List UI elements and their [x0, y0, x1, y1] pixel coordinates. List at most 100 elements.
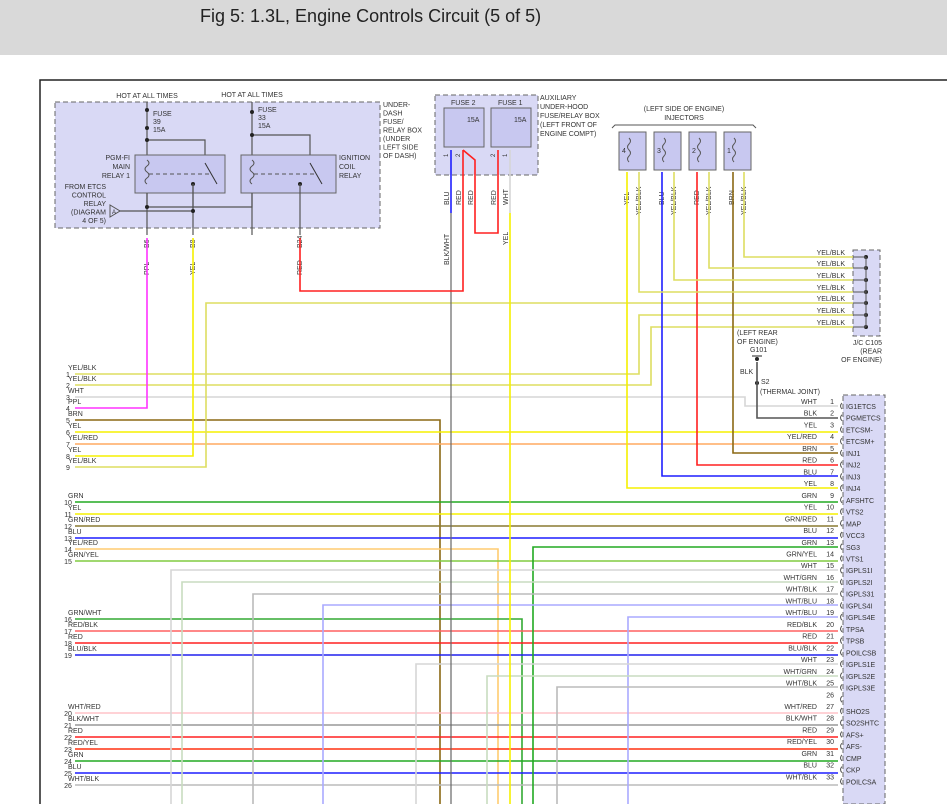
injector-number: 4	[622, 148, 626, 155]
diagram-frame	[39, 79, 947, 804]
ecm-pin-name: VTS2	[846, 510, 864, 517]
ecm-pin-number: 20	[826, 622, 834, 629]
ecm-pin-name: AFSHTC	[846, 498, 874, 505]
ecm-pin-name: IGPLS1E	[846, 662, 876, 669]
fuse-1-amp: 15A	[514, 117, 527, 124]
ecm-pin-name: VTS1	[846, 556, 864, 563]
connector-pin-icon	[840, 473, 843, 480]
ecm-wire-label: WHT/GRN	[784, 669, 817, 676]
ecm-pin-number: 12	[826, 528, 834, 535]
pin-number: 1	[444, 153, 450, 157]
wire-pin-8	[626, 172, 838, 489]
wire-pin-18	[322, 604, 838, 804]
connector-pin-icon	[840, 707, 843, 715]
relay2-feed	[252, 134, 311, 155]
wire-9	[75, 302, 853, 468]
wire-color-label: YEL/BLK	[68, 365, 97, 372]
wire-number: 5	[66, 418, 70, 425]
wire-color-label: RED	[468, 190, 475, 205]
wire-color-label: GRN/RED	[68, 517, 100, 524]
ecm-wire-label: YEL	[804, 422, 817, 429]
injector-yel-blk-wire	[708, 172, 853, 269]
ecm-wire-label: GRN/YEL	[786, 551, 817, 558]
ignition-coil-relay-label: IGNITION	[339, 155, 370, 162]
connector-pin-icon	[840, 437, 843, 445]
wire-number: 16	[64, 617, 72, 624]
fuse-1-label: FUSE 1	[498, 100, 523, 107]
wire-color-label: RED	[68, 634, 83, 641]
ecm-pin-number: 7	[830, 469, 834, 476]
wire-14	[75, 548, 499, 804]
ecm-pin-name: INJ4	[846, 486, 861, 493]
connector-pin-icon	[840, 754, 843, 762]
ecm-pin-name: SHO2S	[846, 709, 870, 716]
ecm-pin-number: 30	[826, 739, 834, 746]
jc-wire-label: YEL/BLK	[817, 261, 846, 268]
ecm-pin-name: INJ1	[846, 451, 861, 458]
hot-at-all-times-label: HOT AT ALL TIMES	[221, 92, 283, 99]
wire-number: 1	[66, 372, 70, 379]
wire-color-label: BLU	[68, 529, 82, 536]
ecm-wire-label: WHT	[801, 657, 818, 664]
wire-color-label: WHT	[68, 388, 85, 395]
ecm-pin-name: POILCSA	[846, 779, 877, 786]
under-dash-box-label: RELAY BOX	[383, 128, 422, 135]
ecm-pin-name: INJ3	[846, 474, 861, 481]
ecm-wire-label: WHT/BLK	[786, 681, 817, 688]
wire-color-label: YEL	[503, 232, 510, 245]
ecm-pin-number: 1	[830, 399, 834, 406]
wire-1	[75, 314, 853, 375]
ecm-pin-name: ETCSM-	[846, 427, 874, 434]
wire-number: 3	[66, 395, 70, 402]
ecm-wire-label: GRN/RED	[785, 516, 817, 523]
ecm-pin-name: TPSA	[846, 627, 865, 634]
relay-ground-link	[146, 193, 253, 208]
ecm-wire-label: GRN	[801, 493, 817, 500]
connector-pin-icon	[840, 496, 843, 504]
ecm-wire-label: BLK	[804, 411, 818, 418]
wire-number: 12	[64, 524, 72, 531]
fuse-39-label: FUSE	[153, 111, 172, 118]
wire-color-label: YEL	[68, 447, 81, 454]
ecm-wire-label: WHT/GRN	[784, 575, 817, 582]
ecm-pin-number: 32	[826, 763, 834, 770]
connector-pin-icon	[840, 625, 843, 633]
ecm-pin-name: ETCSM+	[846, 439, 875, 446]
wire-number: 6	[66, 430, 70, 437]
wire-number: 13	[64, 536, 72, 543]
ecm-wire-label: YEL	[804, 505, 817, 512]
wire-number: 26	[64, 783, 72, 790]
pin-number: 2	[491, 153, 497, 157]
main-relay-label: PGM-FI	[106, 155, 131, 162]
ecm-wire-label: WHT/RED	[784, 704, 817, 711]
under-dash-box-label: (UNDER	[383, 136, 410, 143]
injector-coil-icon	[697, 137, 701, 163]
ecm-pin-number: 29	[826, 727, 834, 734]
ecm-wire-label: RED/YEL	[787, 739, 817, 746]
wire-color-label: WHT/BLK	[68, 776, 99, 783]
from-etcs-label: (DIAGRAM	[71, 210, 106, 217]
ground-icon	[755, 357, 759, 361]
wire-pin-19	[627, 616, 838, 804]
connector-pin-icon	[840, 719, 843, 727]
relay1-feed	[147, 139, 206, 155]
ecm-pin-number: 10	[826, 505, 834, 512]
wire-pin-2	[756, 362, 838, 419]
wire-color-label: RED/BLK	[68, 622, 98, 629]
wire-number: 20	[64, 711, 72, 718]
connector-pin-icon	[840, 578, 843, 586]
connector-pin-icon	[840, 543, 843, 551]
wire-number: 15	[64, 559, 72, 566]
wire-5	[75, 419, 441, 804]
wire-color-label: BLK/WHT	[444, 233, 451, 265]
junction-dot	[250, 133, 254, 137]
ecm-pin-number: 8	[830, 481, 834, 488]
ecm-pin-number: 27	[826, 704, 834, 711]
fuse-39-label: 15A	[153, 127, 166, 134]
relay-switch-icon	[204, 162, 218, 185]
aux-box-label: (LEFT FRONT OF	[540, 122, 597, 129]
jc-wire-label: YEL/BLK	[817, 308, 846, 315]
figure-title: Fig 5: 1.3L, Engine Controls Circuit (5 …	[200, 6, 542, 26]
ecm-wire-label: RED	[802, 727, 817, 734]
connector-pin-icon	[840, 555, 843, 562]
